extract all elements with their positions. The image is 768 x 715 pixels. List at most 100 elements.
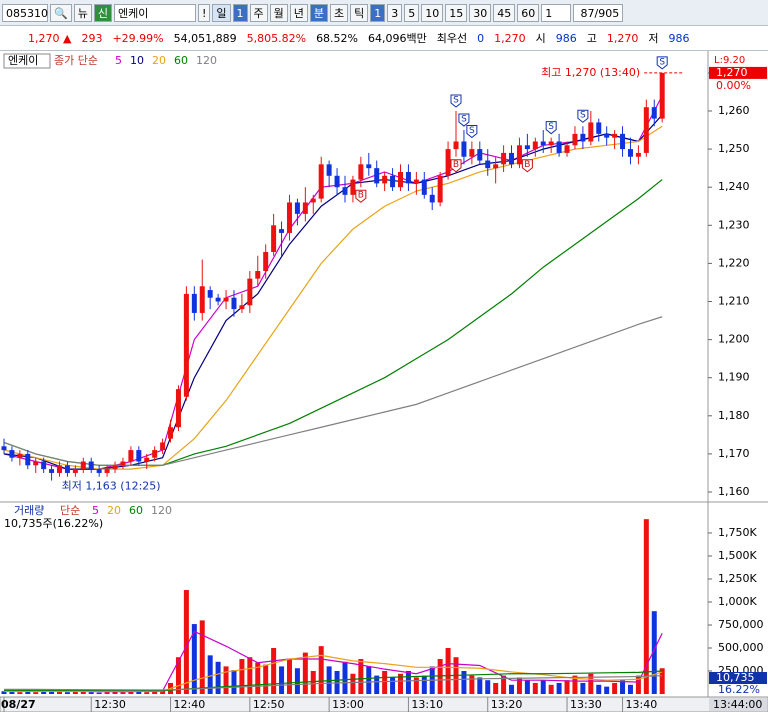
candle-body xyxy=(643,107,649,153)
interval-button[interactable]: 3 xyxy=(387,3,403,22)
volume-bar xyxy=(501,675,507,694)
volume-bar xyxy=(207,655,213,694)
stock-code[interactable]: 085310 xyxy=(2,3,48,22)
signal-marker xyxy=(458,113,470,127)
period-button[interactable]: 월 xyxy=(269,3,288,22)
candle-body xyxy=(548,141,554,146)
volume: 54,051,889 xyxy=(173,31,237,45)
volume-bar xyxy=(580,682,586,694)
y-tick-label: 1,170 xyxy=(718,447,750,460)
candle-body xyxy=(540,141,546,146)
candle-body xyxy=(398,171,403,188)
period-button[interactable]: 초 xyxy=(330,3,349,22)
signal-marker xyxy=(466,124,478,139)
interval-button[interactable]: 5 xyxy=(404,3,420,22)
candle-body xyxy=(9,450,15,458)
credit-button[interactable]: 신 xyxy=(93,3,112,22)
candle-body xyxy=(421,179,427,195)
candle-body xyxy=(152,450,158,458)
volume-bar xyxy=(588,673,594,694)
signal-label: S xyxy=(548,122,554,132)
y-tick-label: 1,250K xyxy=(718,572,757,585)
volume-bar xyxy=(160,689,166,694)
x-tick-label: 13:20 xyxy=(491,698,523,711)
cursor-time-box xyxy=(709,698,767,711)
volume-bar xyxy=(413,677,419,694)
price: 1,270 ▲ xyxy=(28,31,72,45)
candle-body xyxy=(286,202,292,233)
interval-button[interactable]: 15 xyxy=(445,3,468,22)
y-tick-label: 1,180 xyxy=(718,409,750,422)
interval-button[interactable]: 30 xyxy=(469,3,492,22)
candle-body xyxy=(1,446,7,451)
candle-body xyxy=(215,297,221,302)
y-tick-label: 1,240 xyxy=(718,180,750,193)
volume-bar xyxy=(374,675,380,694)
y-tick-label: 1,210 xyxy=(718,295,750,308)
candle-body xyxy=(572,133,578,146)
interval-button[interactable]: 45 xyxy=(493,3,516,22)
volume-bar xyxy=(485,680,491,694)
period-button[interactable]: 분 xyxy=(309,3,328,22)
y-tick-label: 1,260 xyxy=(718,104,750,117)
x-tick-label: 12:30 xyxy=(94,698,126,711)
volume-bar xyxy=(191,624,197,694)
period-num[interactable]: 1 xyxy=(232,3,248,22)
volume-bar xyxy=(445,647,451,694)
x-tick-label: 13:30 xyxy=(570,698,602,711)
candle-body xyxy=(183,293,189,397)
candle-body xyxy=(604,133,610,138)
legend-entry: 20 xyxy=(107,504,121,517)
interval-button[interactable]: 10 xyxy=(421,3,444,22)
signal-marker xyxy=(355,189,367,203)
candle-body xyxy=(294,202,300,214)
signal-label: S xyxy=(580,111,586,121)
candle-body xyxy=(342,187,348,195)
volume-bar xyxy=(342,661,348,694)
legend-entry: 60 xyxy=(129,504,143,517)
volume-bar xyxy=(651,611,657,694)
alert-button[interactable]: ! xyxy=(197,3,211,22)
period-button[interactable]: 일 xyxy=(212,3,231,22)
x-tick-label: 12:50 xyxy=(253,698,285,711)
x-tick-label: 13:10 xyxy=(411,698,443,711)
x-tick-label: 12:40 xyxy=(174,698,206,711)
signal-label: S xyxy=(453,96,459,106)
period-button[interactable]: 년 xyxy=(289,3,308,22)
volume-bar xyxy=(627,684,633,694)
count-input[interactable]: 1 xyxy=(541,3,572,22)
candle-body xyxy=(453,141,459,150)
volume-bar xyxy=(366,666,372,694)
candle-body xyxy=(175,389,181,428)
period-button[interactable]: 주 xyxy=(249,3,268,22)
candle-body xyxy=(310,198,316,203)
y-tick-label: 1,230 xyxy=(718,218,750,231)
candle-body xyxy=(469,149,475,157)
legend-entry: 5 xyxy=(115,54,122,67)
legend-entry: 120 xyxy=(196,54,217,67)
volume-bar xyxy=(461,670,467,694)
period-button[interactable]: 틱 xyxy=(350,3,369,22)
search-button[interactable]: 🔍 xyxy=(50,3,72,22)
volume-bar xyxy=(136,691,142,694)
candle-body xyxy=(580,133,586,142)
signal-label: S xyxy=(469,126,475,136)
news-button[interactable]: 뉴 xyxy=(73,3,92,22)
volume-pct: 16.22% xyxy=(718,683,760,696)
interval-button[interactable]: 1 xyxy=(370,3,386,22)
legend-title: 거래량 xyxy=(14,504,44,517)
interval-button[interactable]: 60 xyxy=(517,3,540,22)
volume-bar xyxy=(318,646,324,694)
volume-bar xyxy=(382,670,388,694)
volume-bar xyxy=(263,664,269,694)
low-annotation: 최저 1,163 (12:25) xyxy=(62,480,161,493)
volume-bar xyxy=(421,675,427,694)
y-tick-label: 750,000 xyxy=(718,618,764,631)
volume-bar xyxy=(112,691,118,694)
candle-body xyxy=(477,149,483,161)
volume-bar xyxy=(596,684,602,694)
candle-body xyxy=(41,461,47,470)
candle-body xyxy=(271,225,277,252)
candle-body xyxy=(366,164,372,169)
legend-box xyxy=(3,53,51,69)
